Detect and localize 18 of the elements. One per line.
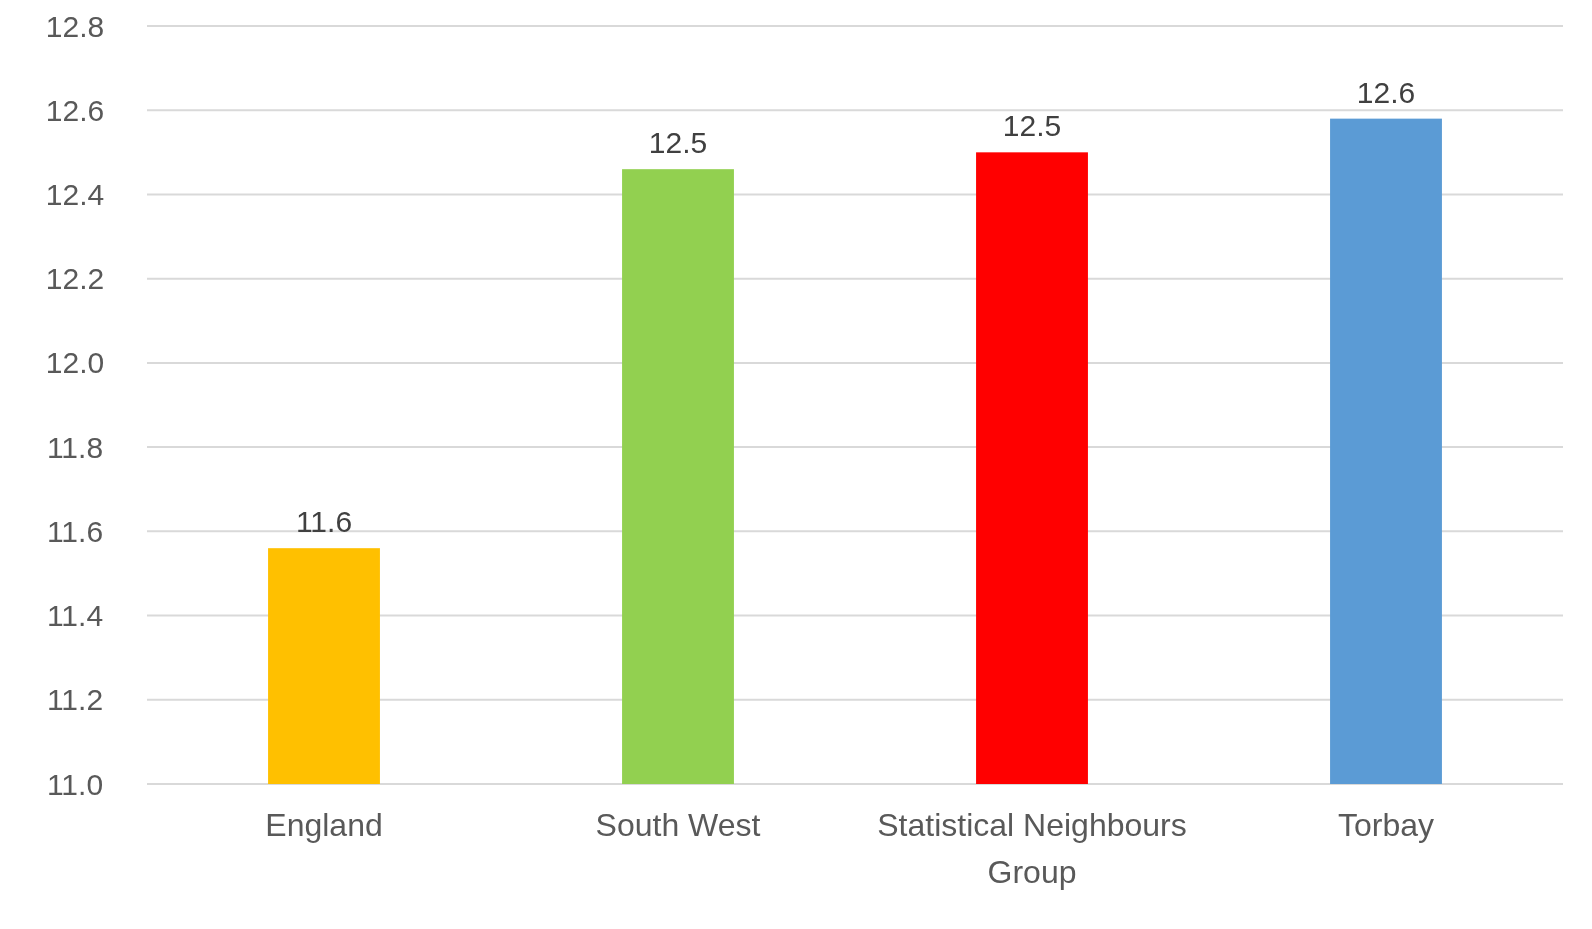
y-tick-label: 12.0 [45, 346, 105, 380]
x-tick-label: England [265, 807, 383, 843]
x-tick-label: Torbay [1337, 807, 1435, 843]
y-tick-label: 11.4 [46, 599, 104, 633]
y-tick-label: 12.6 [45, 93, 105, 127]
data-label: 12.6 [1356, 75, 1416, 109]
y-tick-label: 12.2 [45, 262, 105, 296]
y-tick-label: 12.4 [45, 177, 105, 211]
x-tick-label: Statistical Neighbours Group [877, 807, 1187, 890]
data-label: 12.5 [648, 126, 708, 160]
data-label: 11.6 [295, 505, 353, 539]
data-label: 12.5 [1002, 109, 1062, 143]
x-tick-label: South West [595, 807, 761, 843]
y-tick-label: 11.0 [46, 767, 104, 801]
y-tick-label: 11.6 [46, 514, 104, 548]
y-tick-label: 12.8 [45, 9, 105, 43]
y-tick-label: 11.2 [46, 683, 104, 717]
y-tick-label: 11.8 [46, 430, 104, 464]
